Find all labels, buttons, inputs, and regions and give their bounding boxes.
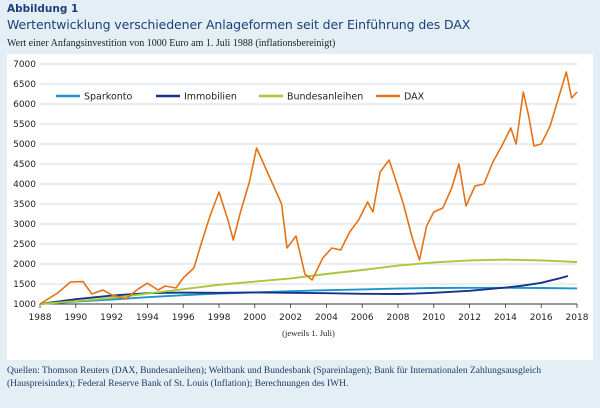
series-line-sparkonto: [39, 286, 578, 305]
legend-label: Sparkonto: [84, 92, 133, 103]
y-tick-label: 1000: [13, 300, 36, 310]
figure-label: Abbildung 1: [7, 3, 79, 15]
x-tick-label: 2014: [494, 313, 517, 323]
x-axis-note: (jeweils 1. Juli): [282, 328, 335, 338]
x-tick-label: 2016: [530, 313, 553, 323]
y-tick-label: 7000: [13, 60, 36, 70]
figure-title: Wertentwicklung verschiedener Anlageform…: [7, 17, 471, 32]
x-tick-label: 1992: [100, 313, 123, 323]
x-tick-label: 2018: [566, 313, 589, 323]
grid-layer: [40, 63, 577, 305]
x-tick-label: 1988: [29, 313, 52, 323]
chart-panel: 1000 1500 2000 2500 3000 3500 4000 4500 5000 5500…: [7, 54, 593, 360]
x-tick-label: 2000: [243, 313, 266, 323]
x-tick-label: 2002: [279, 313, 302, 323]
x-tick-label: 1994: [136, 313, 159, 323]
y-tick-label: 4000: [13, 180, 36, 190]
y-tick-label: 5000: [13, 140, 36, 150]
y-tick-label: 5500: [13, 120, 36, 130]
legend-label: Bundesanleihen: [287, 92, 363, 103]
y-tick-label: 4500: [13, 160, 36, 170]
y-tick-label: 2000: [13, 260, 36, 270]
legend-label: Immobilien: [184, 92, 237, 103]
legend: Sparkonto Immobilien Bundesanleihen DAX: [56, 92, 425, 103]
y-tick-label: 3500: [13, 200, 36, 210]
x-tick-label: 1998: [208, 313, 231, 323]
legend-label: DAX: [404, 92, 425, 103]
x-tick-label: 2004: [315, 313, 338, 323]
x-tick-label: 1996: [172, 313, 195, 323]
line-chart: 1000 1500 2000 2500 3000 3500 4000 4500 5000 5500…: [13, 60, 589, 338]
figure-subtitle: Wert einer Anfangsinvestition von 1000 E…: [7, 38, 336, 49]
x-tick-label: 1990: [64, 313, 87, 323]
y-tick-label: 3000: [13, 220, 36, 230]
y-tick-label: 6000: [13, 100, 36, 110]
y-tick-label: 6500: [13, 80, 36, 90]
series-line-dax: [39, 71, 578, 305]
axis-layer: 1000 1500 2000 2500 3000 3500 4000 4500 5000 5500…: [13, 60, 589, 323]
x-tick-label: 2010: [422, 313, 445, 323]
y-tick-label: 1500: [13, 280, 36, 290]
x-tick-label: 2006: [351, 313, 374, 323]
series-layer: [39, 71, 578, 305]
x-tick-label: 2008: [387, 313, 410, 323]
x-tick-label: 2012: [458, 313, 481, 323]
y-tick-label: 2500: [13, 240, 36, 250]
sources-note: Quellen: Thomson Reuters (DAX, Bundesanl…: [7, 366, 542, 389]
